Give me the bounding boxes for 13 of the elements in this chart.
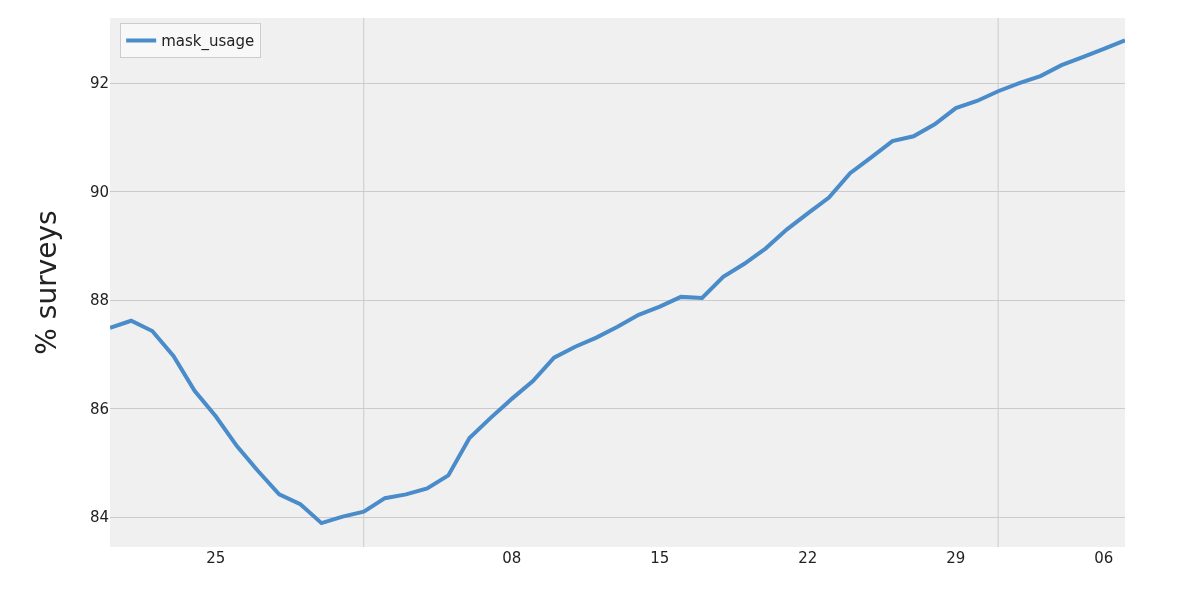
- x-tick-label: 29: [946, 549, 966, 567]
- x-tick-label: 25: [206, 549, 226, 567]
- x-tick-label: 15: [650, 549, 670, 567]
- x-tick-label: 06: [1094, 549, 1114, 567]
- y-tick-label: 84: [89, 508, 109, 527]
- y-axis-title: % surveys: [29, 210, 63, 355]
- y-tick-label: 92: [89, 74, 109, 93]
- y-tick-label: 90: [89, 182, 109, 201]
- x-tick-label: 08: [502, 549, 522, 567]
- y-tick-label: 88: [89, 291, 109, 310]
- legend-label: mask_usage: [161, 32, 255, 52]
- y-tick-label: 86: [89, 399, 109, 418]
- x-tick-label: 22: [798, 549, 818, 567]
